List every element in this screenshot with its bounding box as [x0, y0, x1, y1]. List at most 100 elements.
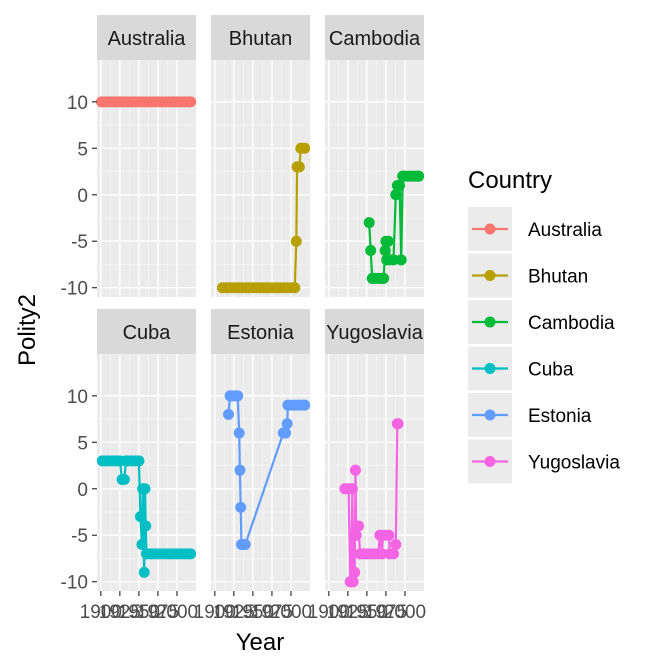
legend-label: Bhutan — [528, 267, 588, 288]
y-tick-label: -10 — [61, 573, 88, 594]
facet-strip-label: Bhutan — [229, 28, 292, 50]
data-point — [239, 539, 251, 551]
data-point — [136, 539, 148, 551]
data-point — [353, 520, 365, 532]
y-tick-label: 10 — [67, 387, 88, 408]
y-tick-label: 0 — [77, 186, 88, 207]
legend-key-point — [484, 270, 496, 281]
x-tick-label: 2000 — [384, 602, 426, 623]
x-axis: 1900192519501975200019001925195019752000… — [80, 591, 426, 623]
facet-strip-label: Cuba — [123, 322, 172, 344]
data-point — [299, 142, 311, 154]
panel-background — [211, 60, 310, 297]
data-point — [349, 464, 361, 476]
y-axis: -10 -5 0 5 10 -10 -5 0 5 10 — [61, 93, 97, 594]
y-axis-title: Polity2 — [14, 294, 41, 366]
y-tick-label: -5 — [71, 526, 88, 547]
y-tick-label: 10 — [67, 93, 88, 114]
data-point — [140, 520, 152, 532]
legend-key-point — [484, 223, 496, 235]
facet-strip-label: Australia — [108, 28, 187, 50]
facet-strip — [97, 15, 196, 60]
y-tick-label: -10 — [61, 279, 88, 300]
data-point — [118, 473, 130, 485]
data-point — [233, 427, 245, 439]
x-tick-label: 1950 — [346, 602, 388, 623]
y-tick-label: -5 — [71, 232, 88, 253]
data-point — [378, 272, 390, 284]
data-point — [134, 511, 146, 523]
legend-label: Estonia — [528, 406, 592, 427]
legend-key-point — [484, 316, 496, 328]
x-tick-label: 1975 — [137, 602, 179, 623]
facet-strip — [211, 15, 310, 60]
x-tick-label: 1925 — [213, 602, 255, 623]
x-tick-label: 1975 — [251, 602, 293, 623]
panel-australia: Australia — [96, 15, 197, 297]
facet-strip — [97, 309, 196, 354]
data-point — [223, 408, 235, 420]
legend-label: Cambodia — [528, 313, 615, 334]
panel-estonia: Estonia — [211, 309, 311, 591]
data-point — [390, 539, 402, 551]
legend-item-cuba: Cuba — [468, 346, 574, 391]
legend-label: Yugoslavia — [528, 453, 620, 474]
x-tick-label: 2000 — [156, 602, 198, 623]
data-point — [363, 217, 375, 229]
x-tick-label: 1950 — [118, 602, 160, 623]
x-tick-label: 2000 — [270, 602, 312, 623]
data-point — [138, 566, 150, 578]
panel-yugoslavia: Yugoslavia — [325, 309, 424, 591]
x-tick-label: 1950 — [232, 602, 274, 623]
y-tick-label: 5 — [77, 139, 88, 160]
data-point — [299, 399, 311, 411]
data-point — [293, 161, 305, 173]
data-point — [133, 455, 145, 467]
data-point — [235, 501, 247, 513]
data-point — [390, 189, 402, 201]
facet-strip — [325, 309, 424, 354]
legend-item-australia: Australia — [468, 207, 602, 251]
y-tick-label: 0 — [77, 480, 88, 501]
legend-item-yugoslavia: Yugoslavia — [468, 439, 620, 484]
facet-strip-label: Estonia — [227, 322, 295, 344]
legend-title: Country — [468, 167, 552, 194]
data-point — [139, 483, 151, 495]
facet-strip — [325, 15, 424, 60]
panel-cuba: Cuba — [96, 309, 197, 591]
data-point — [290, 235, 302, 247]
data-point — [350, 529, 362, 541]
legend-key-point — [484, 409, 496, 421]
x-tick-label: 1900 — [308, 602, 350, 623]
data-point — [232, 390, 244, 402]
facet-strip-label: Cambodia — [329, 28, 421, 50]
data-point — [376, 548, 388, 560]
x-tick-label: 1925 — [327, 602, 369, 623]
data-point — [347, 576, 359, 588]
x-axis-title: Year — [236, 629, 285, 656]
data-point — [395, 254, 407, 266]
data-point — [388, 548, 400, 560]
legend-item-cambodia: Cambodia — [468, 300, 615, 344]
data-point — [392, 418, 404, 430]
facet-panels: Australia Bhutan Cambodia Cuba Estonia Yugosl… — [96, 15, 425, 591]
data-point — [349, 566, 361, 578]
legend-key-point — [484, 363, 496, 374]
data-point — [289, 282, 301, 294]
data-point — [394, 179, 406, 191]
x-tick-label: 1900 — [194, 602, 236, 623]
data-point — [413, 170, 425, 182]
data-point — [234, 464, 246, 476]
y-tick-label: 5 — [77, 433, 88, 454]
panel-background — [211, 354, 310, 591]
legend-label: Australia — [528, 220, 602, 241]
data-point — [346, 483, 358, 495]
panel-background — [97, 60, 196, 297]
data-point — [388, 254, 400, 266]
data-point — [382, 235, 394, 247]
legend-item-estonia: Estonia — [468, 393, 592, 437]
legend-key-point — [484, 456, 496, 467]
legend-items: Australia Bhutan Cambodia Cuba Estonia Yugosl… — [468, 207, 620, 484]
x-tick-label: 1925 — [99, 602, 141, 623]
